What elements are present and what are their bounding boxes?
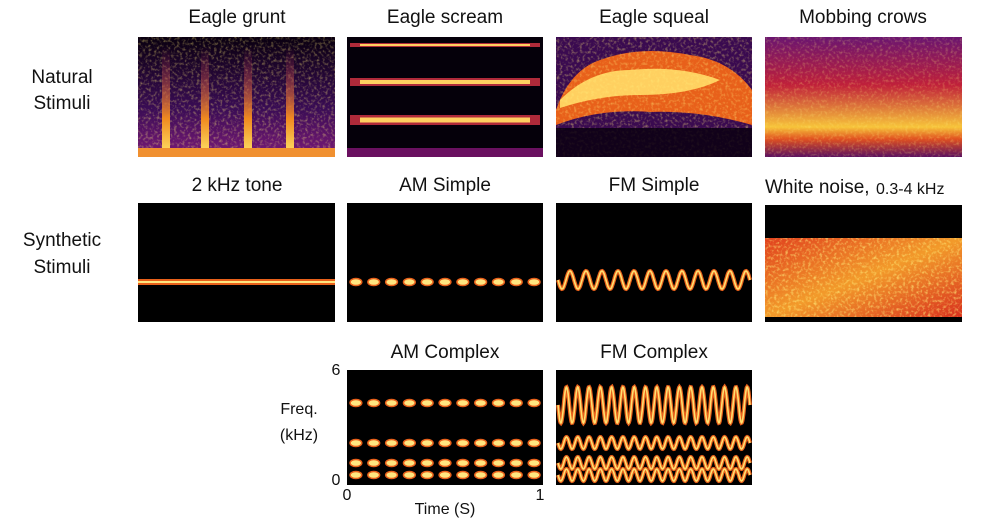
row-label: Natural — [31, 67, 92, 88]
spectrogram-pulse — [457, 460, 469, 467]
spectrogram-pulse — [368, 472, 380, 479]
spectrogram-part — [347, 37, 543, 157]
row-label: Stimuli — [33, 257, 90, 278]
spectrogram-part — [138, 203, 335, 322]
x-tick-label: 1 — [536, 487, 545, 504]
spectrogram-pulse — [439, 472, 451, 479]
spectrogram-pulse — [457, 400, 469, 407]
spectrogram-part — [138, 148, 335, 157]
spectrogram-part — [360, 44, 530, 46]
spectrogram-pulse — [350, 460, 362, 467]
panel-title: Mobbing crows — [799, 7, 927, 28]
spectrogram-pulse — [493, 472, 505, 479]
spectrogram-pulse — [386, 460, 398, 467]
spectrogram-pulse — [386, 440, 398, 447]
x-tick-label: 0 — [343, 487, 352, 504]
panel-title: FM Complex — [600, 342, 708, 363]
spectrogram-pulse — [528, 472, 540, 479]
figure: Natural Stimuli Synthetic Stimuli Eagle … — [0, 0, 988, 519]
spectrogram-pulse — [439, 460, 451, 467]
spectrogram-part — [360, 118, 530, 123]
spectrogram-pulse — [368, 279, 380, 286]
spectrogram-pulse — [528, 440, 540, 447]
spectrogram-pulse — [403, 279, 415, 286]
spectrogram-pulse — [368, 440, 380, 447]
spectrogram-part — [286, 47, 294, 157]
y-axis-label: (kHz) — [280, 427, 318, 444]
spectrogram-part — [347, 370, 543, 485]
panel-title: Eagle squeal — [599, 7, 709, 28]
spectrogram-pulse — [403, 440, 415, 447]
spectrogram-pulse — [493, 279, 505, 286]
spectrogram-part — [244, 47, 252, 157]
spectrogram-pulse — [510, 400, 522, 407]
spectrogram-pulse — [421, 440, 433, 447]
panel-title: Eagle scream — [387, 7, 503, 28]
spectrogram-pulse — [350, 472, 362, 479]
panel-title: 2 kHz tone — [192, 175, 283, 196]
y-tick-label: 6 — [332, 362, 341, 379]
spectrogram-part — [347, 148, 543, 157]
spectrogram-pulse — [475, 279, 487, 286]
spectrogram-pulse — [386, 472, 398, 479]
spectrogram-pulse — [475, 460, 487, 467]
spectrogram-pulse — [421, 472, 433, 479]
spectrogram-part — [347, 203, 543, 322]
spectrogram-part — [556, 128, 752, 157]
panel-title: FM Simple — [609, 175, 700, 196]
spectrogram-pulse — [350, 400, 362, 407]
spectrogram-pulse — [403, 472, 415, 479]
spectrogram-pulse — [457, 440, 469, 447]
spectrogram-pulse — [403, 400, 415, 407]
spectrogram-pulse — [528, 460, 540, 467]
panel-title: White noise, — [765, 177, 870, 198]
spectrogram-pulse — [421, 279, 433, 286]
spectrogram-pulse — [439, 279, 451, 286]
spectrogram-pulse — [403, 460, 415, 467]
spectrogram-part — [765, 238, 962, 317]
spectrogram-pulse — [457, 472, 469, 479]
spectrogram-pulse — [386, 400, 398, 407]
row-label: Stimuli — [33, 93, 90, 114]
spectrogram-pulse — [493, 460, 505, 467]
x-axis-label: Time (S) — [415, 501, 476, 518]
spectrogram-pulse — [493, 440, 505, 447]
spectrogram-pulse — [475, 400, 487, 407]
spectrogram-pulse — [510, 460, 522, 467]
spectrogram-pulse — [421, 400, 433, 407]
spectrogram-part — [765, 37, 962, 157]
panel-title: Eagle grunt — [188, 7, 286, 28]
spectrogram-part — [138, 281, 335, 283]
spectrogram-pulse — [439, 440, 451, 447]
spectrogram-pulse — [386, 279, 398, 286]
panel-title: AM Simple — [399, 175, 491, 196]
spectrogram-pulse — [350, 440, 362, 447]
y-axis-label: Freq. — [280, 401, 317, 418]
spectrogram-part — [201, 47, 209, 157]
spectrogram-part — [162, 47, 170, 157]
spectrogram-pulse — [475, 440, 487, 447]
spectrogram-pulse — [510, 440, 522, 447]
spectrogram-pulse — [439, 400, 451, 407]
spectrogram-pulse — [493, 400, 505, 407]
spectrogram-pulse — [528, 279, 540, 286]
spectrogram-part — [556, 203, 752, 322]
spectrogram-pulse — [421, 460, 433, 467]
spectrogram-pulse — [475, 472, 487, 479]
spectrogram-part — [360, 80, 530, 84]
row-label: Synthetic — [23, 230, 101, 251]
y-tick-label: 0 — [332, 472, 341, 489]
spectrogram-pulse — [457, 279, 469, 286]
spectrogram-pulse — [368, 400, 380, 407]
spectrogram-pulse — [350, 279, 362, 286]
panel-title-note: 0.3-4 kHz — [876, 181, 944, 198]
spectrogram-pulse — [368, 460, 380, 467]
spectrogram-pulse — [510, 279, 522, 286]
spectrogram-pulse — [510, 472, 522, 479]
spectrogram-pulse — [528, 400, 540, 407]
panel-title: AM Complex — [391, 342, 500, 363]
